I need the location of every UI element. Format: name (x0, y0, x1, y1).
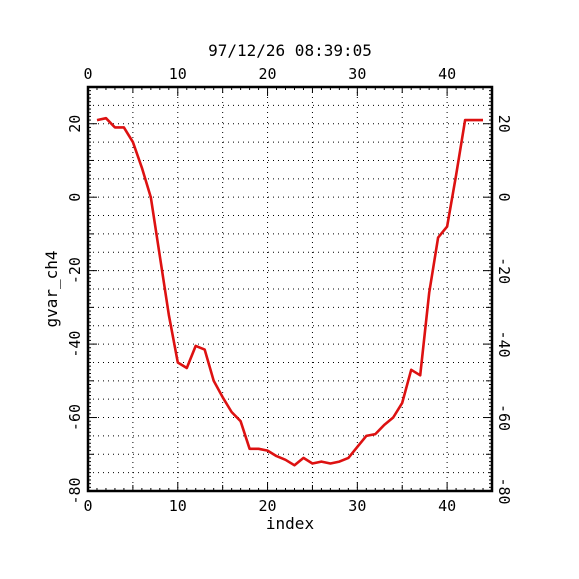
x-tick-label-bottom: 20 (259, 497, 277, 515)
y-tick-label-left: -40 (66, 331, 84, 358)
chart-title: 97/12/26 08:39:05 (208, 41, 372, 60)
series-layer (96, 116, 483, 467)
tick-labels: 0 0 10 10 20 20 30 30 40 40 -80 -80 -60 -60 -40 -40 -20 -… (66, 65, 513, 515)
x-tick-label-bottom: 10 (169, 497, 187, 515)
y-tick-label-left: 0 (66, 193, 84, 202)
y-tick-label-right: -60 (495, 404, 513, 431)
x-tick-label-bottom: 0 (83, 497, 92, 515)
y-axis-label: gvar_ch4 (42, 250, 61, 327)
x-tick-label-bottom: 30 (348, 497, 366, 515)
x-tick-label-bottom: 40 (438, 497, 456, 515)
y-tick-label-left: -20 (66, 257, 84, 284)
axis-ticks (87, 86, 493, 492)
y-tick-label-left: -60 (66, 404, 84, 431)
x-tick-label-top: 0 (83, 65, 92, 83)
y-tick-label-left: -80 (66, 477, 84, 504)
x-axis-label: index (266, 514, 315, 533)
y-tick-label-right: 20 (495, 115, 513, 133)
y-tick-label-right: -20 (495, 257, 513, 284)
x-tick-label-top: 20 (259, 65, 277, 83)
y-tick-label-right: 0 (495, 193, 513, 202)
y-tick-label-right: -40 (495, 331, 513, 358)
x-tick-label-top: 40 (438, 65, 456, 83)
series-line-0 (96, 116, 483, 467)
y-tick-label-left: 20 (66, 115, 84, 133)
x-tick-label-top: 30 (348, 65, 366, 83)
grid (88, 87, 492, 491)
x-tick-label-top: 10 (169, 65, 187, 83)
y-tick-label-right: -80 (495, 477, 513, 504)
